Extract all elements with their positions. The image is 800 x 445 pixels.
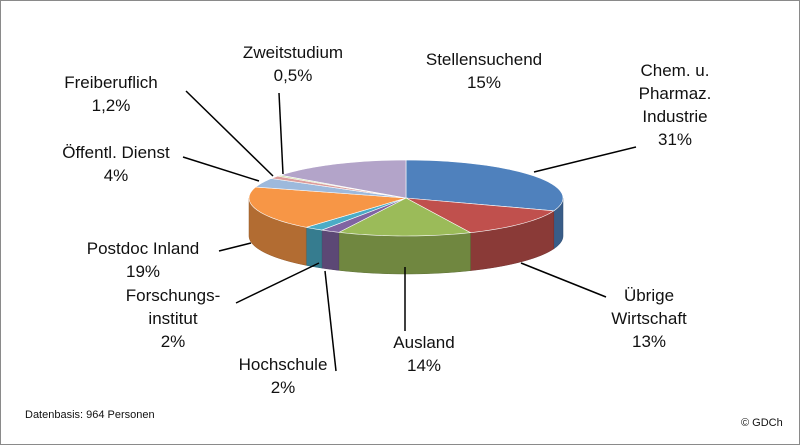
slice-side — [305, 227, 323, 269]
slice — [405, 197, 555, 233]
category-label: Übrige Wirtschaft — [611, 286, 687, 328]
category-label: Postdoc Inland — [86, 239, 200, 258]
data-label: Übrige Wirtschaft 13% — [611, 284, 687, 353]
slice — [280, 159, 407, 199]
value-label: 0,5% — [273, 66, 313, 85]
category-label: Chem. u. Pharmaz. Industrie — [638, 61, 712, 126]
category-label: Ausland — [393, 333, 455, 352]
value-label: 1,2% — [91, 96, 131, 115]
data-label: Freiberuflich 1,2% — [64, 71, 158, 117]
value-label: 13% — [631, 332, 667, 351]
value-label: 2% — [160, 332, 186, 351]
category-label: Forschungs- institut — [125, 286, 221, 328]
leader-line — [324, 270, 337, 372]
slice — [254, 178, 407, 199]
slice — [337, 197, 472, 237]
value-label: 14% — [406, 356, 442, 375]
leader-line — [533, 146, 637, 173]
value-label: 4% — [103, 166, 129, 185]
leader-line — [278, 92, 284, 175]
data-label: Hochschule 2% — [239, 353, 328, 399]
leader-line — [235, 262, 320, 304]
leader-line — [520, 262, 607, 298]
leader-line — [185, 90, 274, 177]
category-label: Öffentl. Dienst — [62, 143, 170, 162]
data-label: Stellensuchend 15% — [426, 48, 542, 94]
copyright: © GDCh — [741, 417, 783, 429]
category-label: Freiberuflich — [64, 73, 158, 92]
data-label: Zweitstudium 0,5% — [243, 41, 343, 87]
slice — [405, 159, 564, 212]
leader-line — [218, 242, 252, 252]
value-label: 15% — [466, 73, 502, 92]
data-label: Forschungs- institut 2% — [126, 284, 220, 353]
leader-line — [182, 156, 260, 182]
value-label: 19% — [125, 262, 161, 281]
data-label: Chem. u. Pharmaz. Industrie 31% — [639, 59, 712, 151]
value-label: 2% — [270, 378, 296, 397]
category-label: Hochschule — [238, 355, 328, 374]
source-note: Datenbasis: 964 Personen — [25, 409, 155, 421]
data-label: Öffentl. Dienst 4% — [62, 141, 169, 187]
category-label: Stellensuchend — [425, 50, 543, 69]
data-label: Postdoc Inland 19% — [87, 237, 199, 283]
category-label: Zweitstudium — [242, 43, 344, 62]
value-label: 31% — [657, 130, 693, 149]
slice — [248, 186, 407, 228]
slice-side — [321, 229, 340, 271]
data-label: Ausland 14% — [393, 331, 454, 377]
